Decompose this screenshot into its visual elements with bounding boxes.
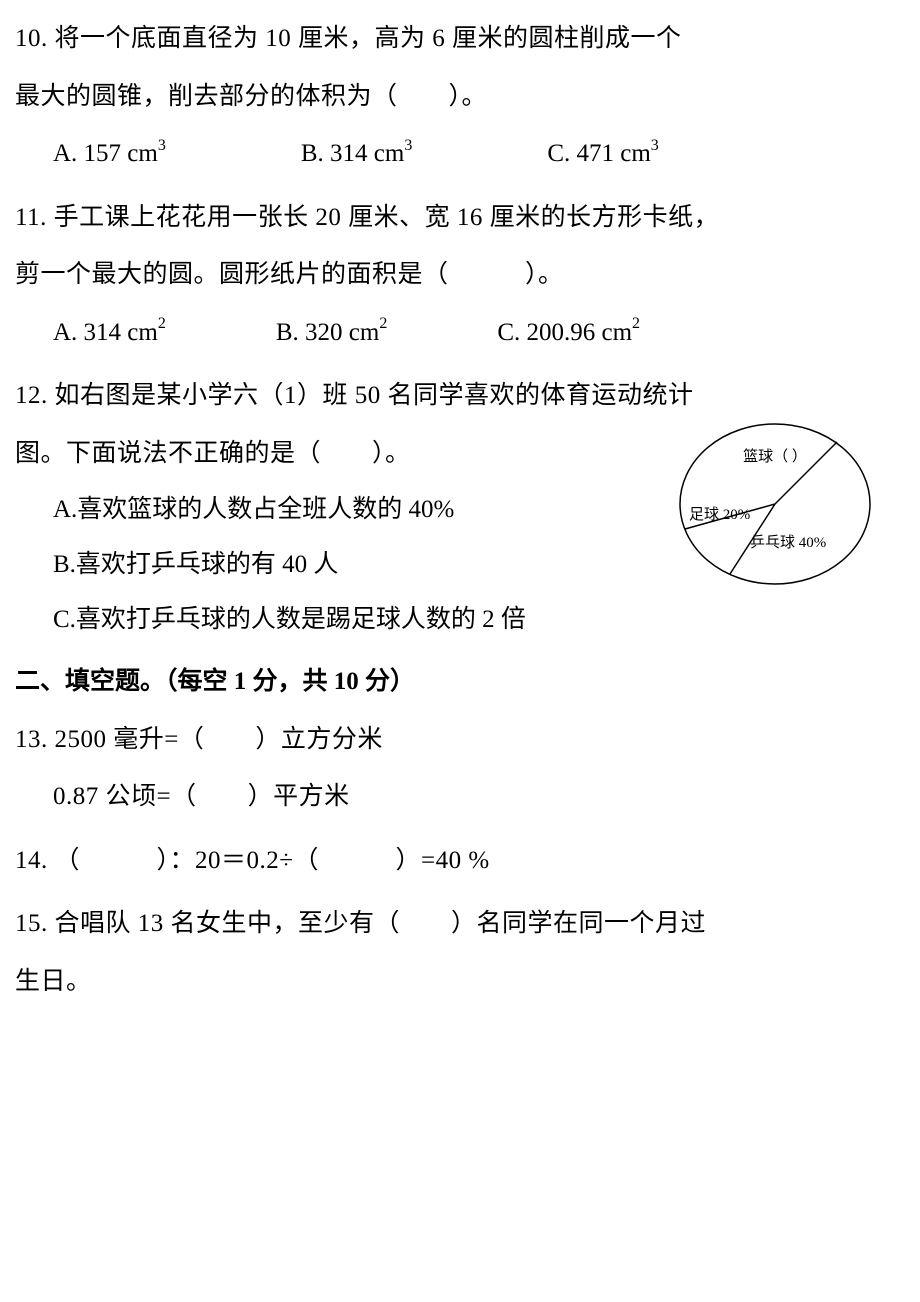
- question-13: 13. 2500 毫升=（ ）立方分米 0.87 公顷=（ ）平方米: [15, 711, 905, 826]
- question-12-line2: 图。下面说法不正确的是（ ）。: [15, 425, 675, 483]
- question-12-line1: 12. 如右图是某小学六（1）班 50 名同学喜欢的体育运动统计: [15, 367, 905, 425]
- question-15: 15. 合唱队 13 名女生中，至少有（ ）名同学在同一个月过 生日。: [15, 895, 905, 1010]
- question-number: 11.: [15, 204, 47, 231]
- question-text-part: 如右图是某小学六（1）班 50 名同学喜欢的体育运动统计: [55, 382, 694, 409]
- question-13-line1: 13. 2500 毫升=（ ）立方分米: [15, 711, 905, 769]
- option-b: B. 320 cm2: [276, 304, 387, 362]
- question-text-part: 将一个底面直径为 10 厘米，高为 6 厘米的圆柱削成一个: [55, 25, 682, 52]
- question-10-line1: 10. 将一个底面直径为 10 厘米，高为 6 厘米的圆柱削成一个: [15, 10, 905, 68]
- question-12: 12. 如右图是某小学六（1）班 50 名同学喜欢的体育运动统计 图。下面说法不…: [15, 367, 905, 647]
- question-14: 14. （ ）：20＝0.2÷（ ）=40 %: [15, 832, 905, 890]
- question-text-part: 2500 毫升=（ ）立方分米: [55, 726, 383, 753]
- question-10: 10. 将一个底面直径为 10 厘米，高为 6 厘米的圆柱削成一个 最大的圆锥，…: [15, 10, 905, 183]
- question-14-line1: 14. （ ）：20＝0.2÷（ ）=40 %: [15, 832, 905, 890]
- question-10-line2: 最大的圆锥，削去部分的体积为（ ）。: [15, 68, 905, 126]
- option-c: C. 471 cm3: [547, 125, 658, 183]
- question-13-line2: 0.87 公顷=（ ）平方米: [15, 768, 905, 826]
- question-15-line2: 生日。: [15, 953, 905, 1011]
- question-11-line2: 剪一个最大的圆。圆形纸片的面积是（ ）。: [15, 246, 905, 304]
- question-12-options: A.喜欢篮球的人数占全班人数的 40% B.喜欢打乒乓球的有 40 人: [15, 482, 675, 592]
- question-number: 10.: [15, 25, 48, 52]
- question-11-line1: 11. 手工课上花花用一张长 20 厘米、宽 16 厘米的长方形卡纸，: [15, 189, 905, 247]
- football-label: 足球 20%: [689, 506, 750, 523]
- option-c: C. 200.96 cm2: [497, 304, 640, 362]
- option-a: A.喜欢篮球的人数占全班人数的 40%: [53, 482, 675, 537]
- question-number: 15.: [15, 910, 48, 937]
- section-2-title: 二、填空题。（每空 1 分，共 10 分）: [15, 653, 905, 711]
- question-12-option-c-row: C.喜欢打乒乓球的人数是踢足球人数的 2 倍: [15, 592, 905, 647]
- question-number: 13.: [15, 726, 48, 753]
- option-b: B.喜欢打乒乓球的有 40 人: [53, 537, 675, 592]
- question-text-part: （ ）：20＝0.2÷（ ）=40 %: [55, 847, 490, 874]
- option-b: B. 314 cm3: [301, 125, 412, 183]
- question-text-part: 合唱队 13 名女生中，至少有（ ）名同学在同一个月过: [55, 910, 707, 937]
- question-number: 12.: [15, 382, 48, 409]
- question-text-part: 手工课上花花用一张长 20 厘米、宽 16 厘米的长方形卡纸，: [54, 204, 720, 231]
- question-number: 14.: [15, 847, 48, 874]
- question-11-options: A. 314 cm2 B. 320 cm2 C. 200.96 cm2: [15, 304, 905, 362]
- option-c: C.喜欢打乒乓球的人数是踢足球人数的 2 倍: [53, 592, 905, 647]
- pie-chart: 篮球（ ） 足球 20% 乒乓球 40%: [675, 419, 875, 589]
- option-a: A. 157 cm3: [53, 125, 166, 183]
- question-10-options: A. 157 cm3 B. 314 cm3 C. 471 cm3: [15, 125, 905, 183]
- question-15-line1: 15. 合唱队 13 名女生中，至少有（ ）名同学在同一个月过: [15, 895, 905, 953]
- question-11: 11. 手工课上花花用一张长 20 厘米、宽 16 厘米的长方形卡纸， 剪一个最…: [15, 189, 905, 362]
- option-a: A. 314 cm2: [53, 304, 166, 362]
- pingpong-label: 乒乓球 40%: [750, 534, 826, 551]
- basketball-label: 篮球（ ）: [743, 447, 807, 465]
